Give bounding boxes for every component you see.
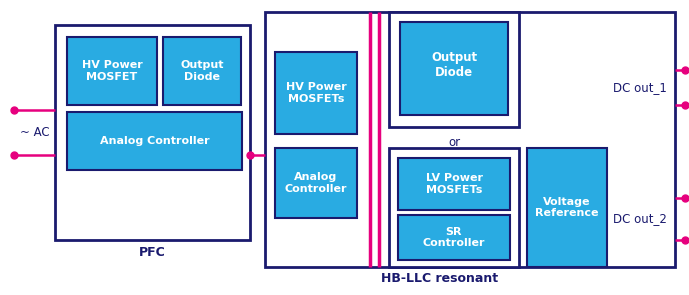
Text: SR
Controller: SR Controller <box>423 227 485 248</box>
Bar <box>398 158 510 210</box>
Text: HV Power
MOSFET: HV Power MOSFET <box>81 60 143 82</box>
Text: DC out_2: DC out_2 <box>613 212 667 225</box>
Bar <box>163 37 241 105</box>
Text: Voltage
Reference: Voltage Reference <box>535 197 599 218</box>
Text: Analog
Controller: Analog Controller <box>285 172 347 194</box>
Text: LV Power
MOSFETs: LV Power MOSFETs <box>426 173 482 195</box>
Text: HV Power
MOSFETs: HV Power MOSFETs <box>286 82 347 104</box>
Text: Analog Controller: Analog Controller <box>100 136 209 146</box>
Text: DC out_1: DC out_1 <box>613 81 667 94</box>
Bar <box>275 148 357 218</box>
Text: HB-LLC resonant: HB-LLC resonant <box>382 271 499 284</box>
Bar <box>55 25 250 240</box>
Text: Output
Diode: Output Diode <box>181 60 224 82</box>
Bar <box>527 148 607 267</box>
Bar <box>265 12 675 267</box>
Bar <box>67 112 242 170</box>
Bar <box>389 12 519 127</box>
Text: PFC: PFC <box>138 245 165 258</box>
Text: or: or <box>448 137 460 150</box>
Text: ~ AC: ~ AC <box>20 125 50 138</box>
Bar <box>67 37 157 105</box>
Bar <box>389 148 519 267</box>
Bar <box>398 215 510 260</box>
Text: Output
Diode: Output Diode <box>431 50 477 78</box>
Bar <box>400 22 508 115</box>
Bar <box>275 52 357 134</box>
